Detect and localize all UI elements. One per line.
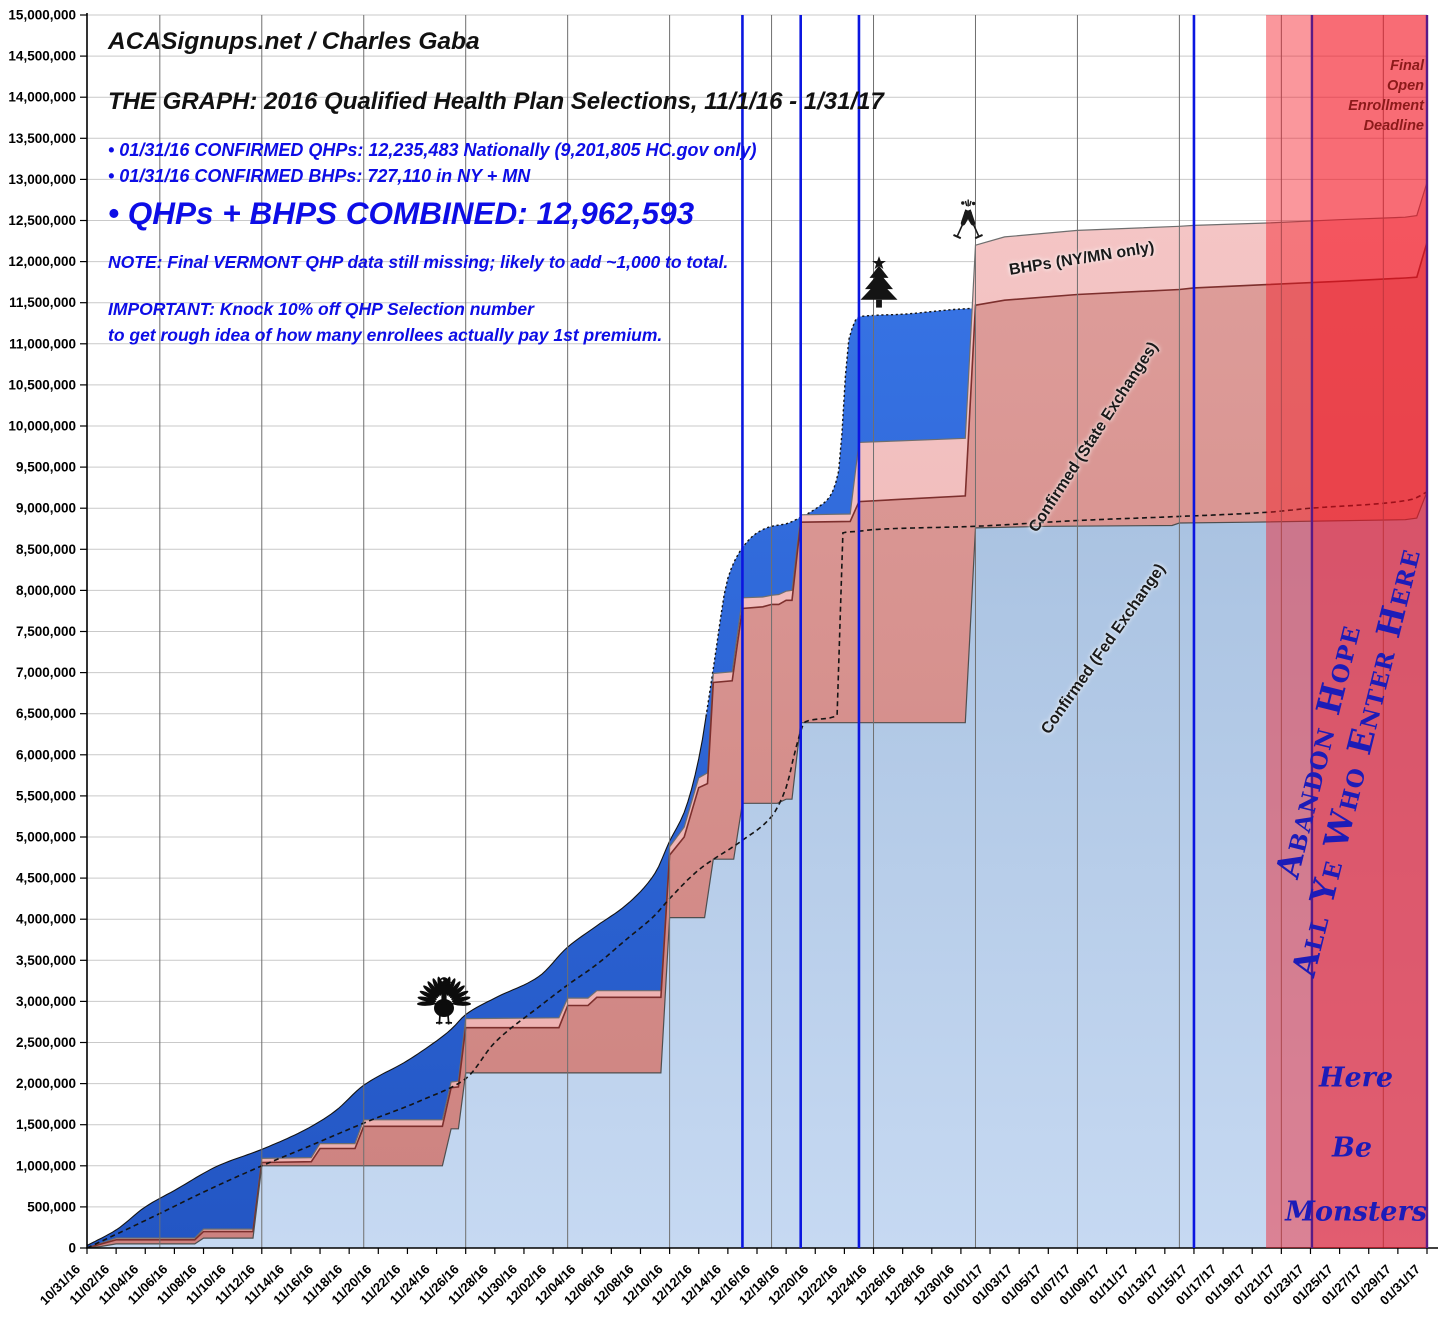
y-axis-label: 3,000,000 [16,994,76,1009]
y-axis-label: 500,000 [27,1199,76,1214]
y-axis-label: 13,500,000 [8,131,76,146]
site-credit: ACASignups.net / Charles Gaba [108,28,480,55]
purple-deadline-lines [1310,15,1429,1248]
event-lines [741,15,1196,1248]
y-axis-label: 12,500,000 [8,213,76,228]
projection-dashed-line [86,491,1428,1249]
champagne-glasses-icon [953,199,983,240]
y-axis-label: 2,500,000 [16,1035,76,1050]
y-axis-label: 8,000,000 [16,583,76,598]
christmas-tree-icon [860,256,898,308]
confirmed-bhp-bullet: • 01/31/16 CONFIRMED BHPs: 727,110 in NY… [108,166,531,186]
hcgov-projection-line [86,491,1428,1249]
here-be-monsters-line1: Here [1318,1062,1394,1094]
vermont-note: NOTE: Final VERMONT QHP data still missi… [108,252,729,272]
y-axis-label: 0 [68,1241,76,1256]
y-axis-label: 10,500,000 [8,377,76,392]
important-note-line1: IMPORTANT: Knock 10% off QHP Selection n… [108,299,534,319]
confirmed-qhp-bullet: • 01/31/16 CONFIRMED QHPs: 12,235,483 Na… [108,140,757,160]
final-deadline-label: Final Open Enrollment Deadline [1348,58,1424,134]
y-axis-label: 6,500,000 [16,706,76,721]
y-axis-label: 4,500,000 [16,871,76,886]
y-axis-label: 8,500,000 [16,542,76,557]
fed-exchange-area [87,491,1427,1248]
y-axis-label: 9,000,000 [16,501,76,516]
y-axis-label: 6,000,000 [16,747,76,762]
important-note-line2: to get rough idea of how many enrollees … [108,325,663,345]
page-title: THE GRAPH: 2016 Qualified Health Plan Se… [108,88,884,115]
y-axis-label: 14,500,000 [8,49,76,64]
here-be-monsters-line2: Be [1332,1132,1372,1164]
y-axis-label: 5,000,000 [16,830,76,845]
weekly-gridlines [159,15,1384,1248]
y-axis-label: 1,000,000 [16,1158,76,1173]
deadline-zone [1266,15,1427,1248]
thanksgiving-turkey-icon [417,976,471,1025]
y-axis-label: 9,500,000 [16,460,76,475]
y-axis-label: 11,500,000 [9,295,76,310]
y-axis-label: 13,000,000 [8,172,76,187]
fed-exchange-area-border [86,491,1428,1249]
combined-total-bullet: • QHPs + BHPS COMBINED: 12,962,593 [108,195,695,231]
y-axis-label: 3,500,000 [16,953,76,968]
y-axis-label: 7,500,000 [16,624,76,639]
state-exchanges-area-border [86,242,1428,1249]
y-axis-label: 10,000,000 [8,419,76,434]
deadline-red-zone-inner [1311,15,1427,1248]
here-be-monsters-line3: Monsters [1285,1196,1427,1228]
estimated-total-border-dotted [705,307,976,717]
y-axis-label: 7,000,000 [16,665,76,680]
y-axis-label: 1,500,000 [16,1117,76,1132]
estimated-total-border-solid [86,716,707,1246]
area-series [86,182,1428,1249]
y-axis-label: 4,000,000 [16,912,76,927]
y-axis-label: 14,000,000 [8,90,76,105]
axes [80,13,1438,1254]
deadline-red-zone [1266,15,1427,1248]
y-axis-label: 5,500,000 [16,788,76,803]
y-axis-label: 2,000,000 [16,1076,76,1091]
y-axis-label: 12,000,000 [8,254,76,269]
y-axis-label: 15,000,000 [8,8,76,23]
y-axis-label: 11,000,000 [9,336,76,351]
